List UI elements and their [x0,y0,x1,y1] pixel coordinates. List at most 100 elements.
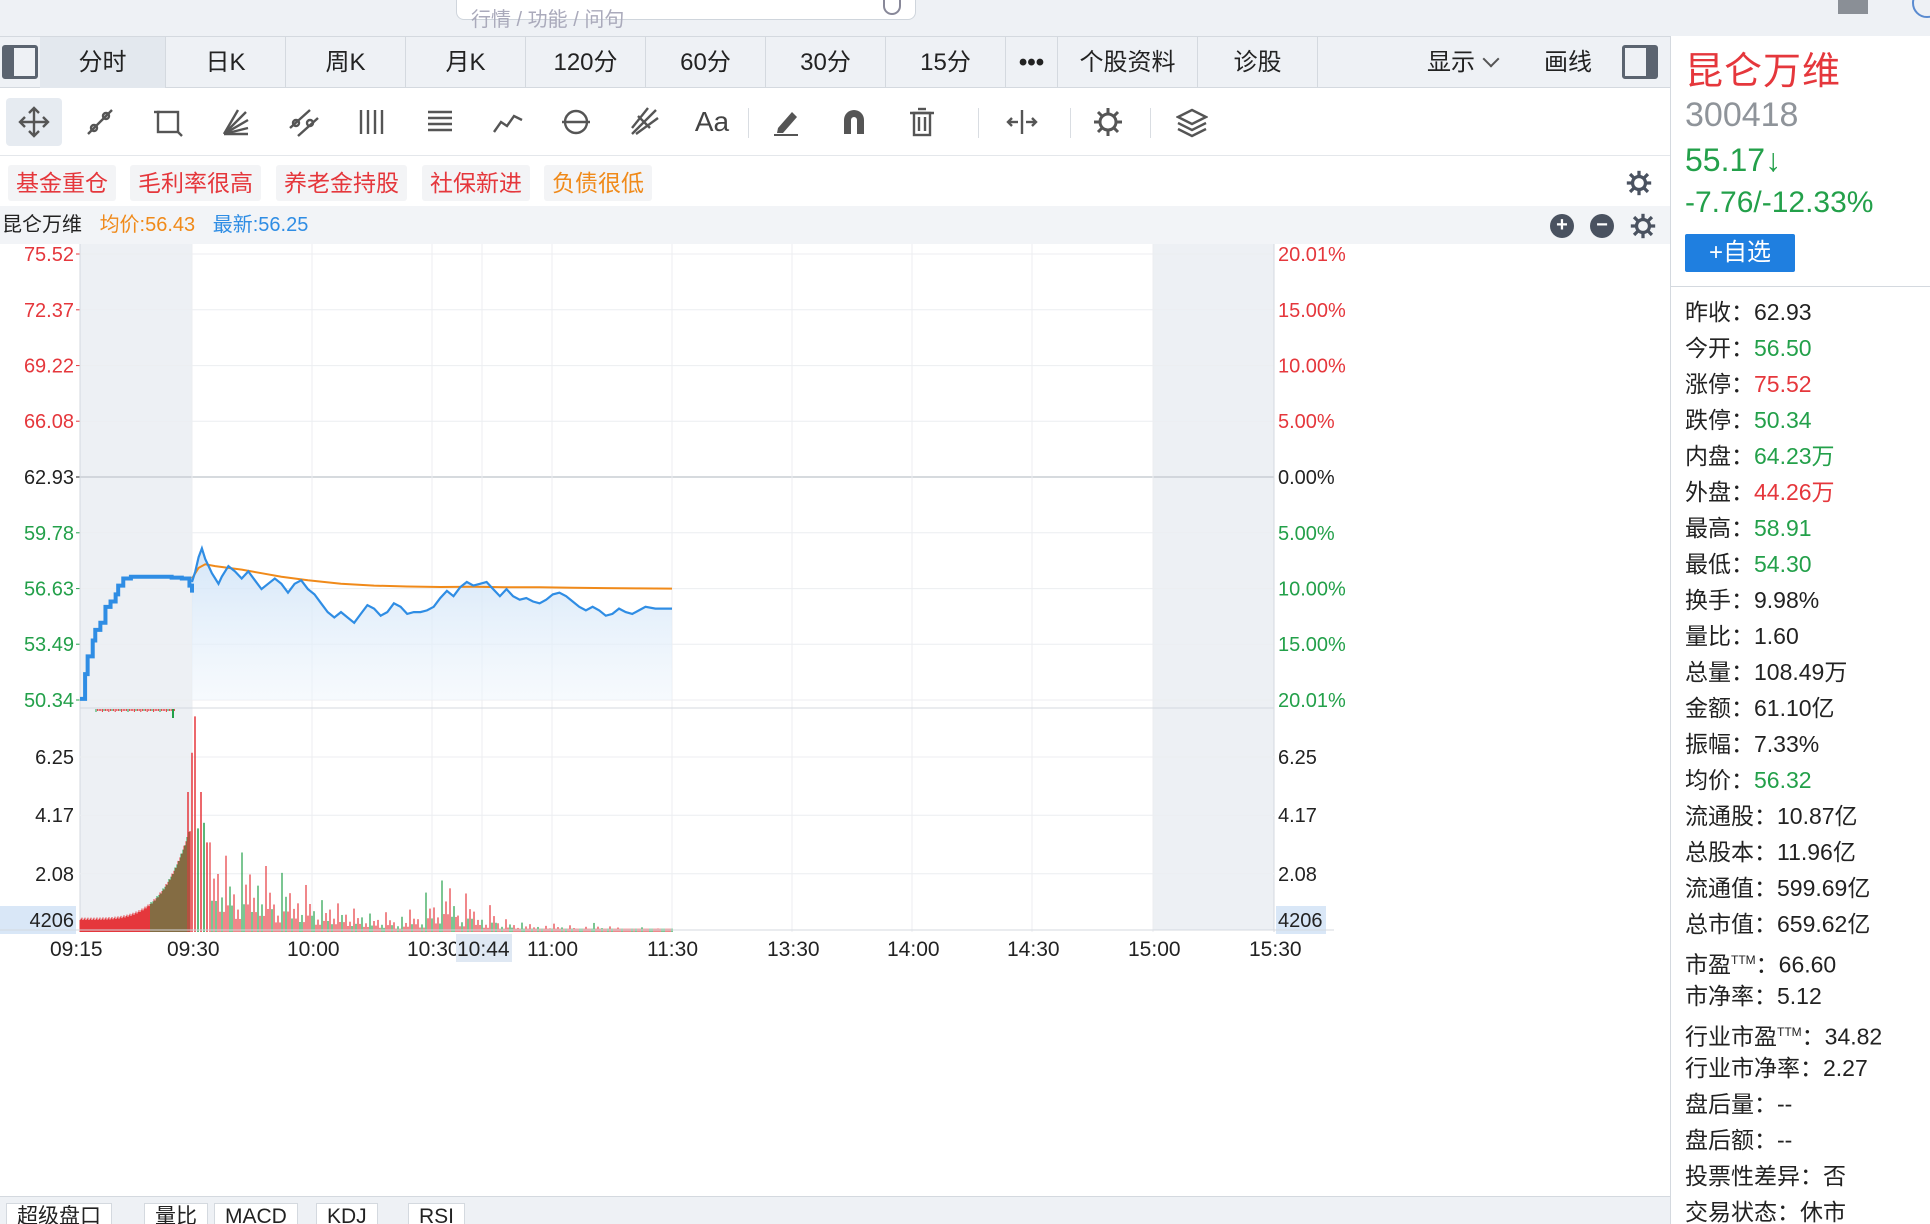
eraser-pen-icon[interactable] [758,98,814,146]
magnet-icon[interactable] [826,98,882,146]
tag-fund-holding[interactable]: 基金重仓 [8,165,116,201]
stat-row: 行业市净率：2.27 [1685,1050,1930,1086]
time-axis-label: 14:30 [1007,938,1060,961]
time-axis-label: 09:30 [167,938,220,961]
rectangle-icon[interactable] [140,98,196,146]
tab-stock-profile[interactable]: 个股资料 [1058,37,1198,89]
stat-row: 最高：58.91 [1685,510,1930,546]
volume-axis-label: 6.25 [1278,747,1317,769]
tab-30min[interactable]: 30分 [766,37,886,89]
tag-settings-gear-icon[interactable] [1626,170,1652,201]
stat-row: 市盈TTM：66.60 [1685,942,1930,978]
volume-axis-label: 4.17 [1278,805,1317,827]
stat-value: 10.87亿 [1777,803,1858,829]
drawing-toolbar: Aa [0,88,1670,156]
price-axis-label: 59.78 [24,523,74,545]
tab-kdj[interactable]: KDJ [316,1203,378,1224]
time-axis-label: 10:00 [287,938,340,961]
settings-gear-icon[interactable] [1080,98,1136,146]
stat-label: 外盘： [1685,479,1754,505]
stat-value: 2.27 [1823,1055,1868,1081]
stat-label: 市净率： [1685,983,1777,1009]
left-panel-toggle-icon[interactable] [2,45,38,79]
stat-label: 今开： [1685,335,1754,361]
stat-label: 涨停： [1685,371,1754,397]
intraday-chart[interactable]: 75.52 20.01% 72.37 15.00% 69.22 10.00% 66.08 5.… [0,244,1670,1196]
chart-settings-gear-icon[interactable] [1630,213,1656,252]
fan-lines-icon[interactable] [208,98,264,146]
text-tool-icon[interactable]: Aa [694,106,730,137]
tab-intraday[interactable]: 分时 [40,37,166,89]
percent-axis-label: 20.01% [1278,690,1346,712]
tag-low-debt[interactable]: 负债很低 [544,165,652,201]
stat-row: 今开：56.50 [1685,330,1930,366]
tab-120min[interactable]: 120分 [526,37,646,89]
tab-daily-k[interactable]: 日K [166,37,286,89]
display-dropdown[interactable]: 显示 [1410,37,1514,89]
cycle-icon[interactable] [548,98,604,146]
stat-label-colon: ： [1755,951,1779,978]
vertical-lines-icon[interactable] [344,98,400,146]
tab-more[interactable]: ••• [1006,37,1058,89]
zoom-in-icon[interactable]: + [1550,214,1574,238]
menu-icon[interactable] [1838,0,1868,14]
split-arrows-icon[interactable] [994,98,1050,146]
time-axis-label: 15:30 [1249,938,1302,961]
chart-header: 昆仑万维 均价:56.43 最新:56.25 + − [0,206,1670,244]
stat-label: 流通值： [1685,875,1777,901]
tab-diagnosis[interactable]: 诊股 [1198,37,1318,89]
search-input[interactable]: 行情 / 功能 / 问句 [456,0,916,31]
tag-high-margin[interactable]: 毛利率很高 [130,165,261,201]
price-axis-label: 75.52 [24,244,74,266]
tab-15min[interactable]: 15分 [886,37,1006,89]
polyline-icon[interactable] [480,98,536,146]
layers-icon[interactable] [1164,98,1220,146]
volume-max-box [1276,906,1326,934]
chart-tab-bar: 分时 日K 周K 月K 120分 60分 30分 15分 ••• 个股资料 诊股… [0,36,1670,89]
price-axis-label: 69.22 [24,356,74,378]
crosshair-time-highlight [456,934,512,962]
gann-fan-icon[interactable] [616,98,672,146]
stat-label: 交易状态： [1685,1199,1800,1224]
tag-social-security[interactable]: 社保新进 [422,165,530,201]
tab-weekly-k[interactable]: 周K [286,37,406,89]
stat-row: 外盘：44.26万 [1685,474,1930,510]
add-watchlist-button[interactable]: +自选 [1685,234,1795,272]
zoom-out-icon[interactable]: − [1590,214,1614,238]
indicator-tab-bar: 超级盘口 量比 MACD KDJ RSI [0,1196,1670,1224]
trash-icon[interactable] [894,98,950,146]
percent-axis-label: 15.00% [1278,634,1346,656]
stat-value: 61.10亿 [1754,695,1835,721]
draw-line-button[interactable]: 画线 [1544,49,1592,76]
tag-pension-holding[interactable]: 养老金持股 [276,165,407,201]
microphone-icon[interactable] [883,0,901,15]
tab-60min[interactable]: 60分 [646,37,766,89]
tab-monthly-k[interactable]: 月K [406,37,526,89]
display-label: 显示 [1427,49,1475,76]
stat-row: 盘后额：-- [1685,1122,1930,1158]
avatar[interactable] [1912,0,1930,18]
volume-axis-label: 4206 [1278,910,1323,932]
tab-super-panel[interactable]: 超级盘口 [6,1203,112,1224]
after-hours-shade [1153,244,1274,930]
stat-value: 50.34 [1754,407,1812,433]
volume-axis-label: 6.25 [35,747,74,769]
stat-label: 盘后额： [1685,1127,1777,1153]
volume-axis-label: 4.17 [35,805,74,827]
stat-row: 内盘：64.23万 [1685,438,1930,474]
tab-macd[interactable]: MACD [214,1203,298,1224]
price-area-fill [192,548,672,700]
tab-volume-ratio[interactable]: 量比 [144,1203,208,1224]
fibonacci-icon[interactable] [412,98,468,146]
stat-row: 昨收：62.93 [1685,294,1930,330]
time-axis-label: 10:44 [457,938,510,961]
time-axis-label: 11:00 [527,938,578,961]
parallel-channel-icon[interactable] [276,98,332,146]
right-panel-toggle-icon[interactable] [1622,45,1658,79]
line-segment-icon[interactable] [72,98,128,146]
price-axis-label: 62.93 [24,467,74,489]
move-crosshair-icon[interactable] [6,98,62,146]
volume-axis-label: 2.08 [1278,864,1317,886]
tab-rsi[interactable]: RSI [408,1203,466,1224]
percent-axis-label: 5.00% [1278,411,1335,433]
